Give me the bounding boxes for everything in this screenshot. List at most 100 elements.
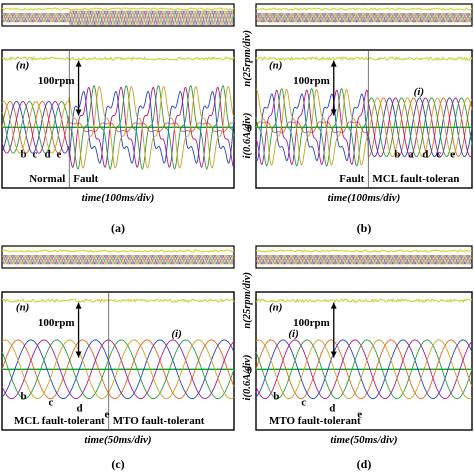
scale-arrow-head-top-a (75, 60, 82, 67)
overview-trace-e (255, 13, 472, 23)
overview-trace-c (1, 10, 235, 25)
phase-label-c-e: e (105, 408, 110, 420)
current-trace-c-d (1, 339, 235, 400)
phase-label-d-e: e (357, 408, 362, 420)
overview-trace-a (255, 255, 473, 265)
current-trace-d-e (255, 339, 473, 400)
panel-a: 100rpm (n) b c d e Normal Fault time(100ms/div) (… (1, 3, 235, 235)
region-label-a-0: Normal (29, 173, 65, 185)
speed-trace-d (255, 298, 473, 304)
current-trace-c-e (1, 339, 235, 400)
speed-trace-b (255, 55, 473, 62)
overview-speed-b (255, 7, 473, 11)
overview-trace-b (2, 10, 235, 25)
plot-frame-c (1, 291, 235, 431)
scale-arrow-head-top-b (330, 60, 337, 67)
phase-label-b-b: b (394, 148, 400, 160)
overview-trace-e (1, 255, 234, 265)
phase-label-c-b: b (21, 390, 27, 402)
overview-trace-e (255, 255, 472, 265)
phase-label-b-e: e (450, 148, 455, 160)
overview-trace-a (1, 255, 235, 265)
current-trace-c-b (1, 339, 235, 400)
xlabel-b: time(100ms/div) (328, 192, 401, 204)
overview-trace-c (255, 255, 473, 265)
current-label-b: (i) (414, 86, 424, 98)
speed-trace-a (1, 55, 235, 62)
overview-trace-d (255, 255, 473, 265)
current-trace-d-a (255, 339, 473, 400)
overview-speed-d (255, 249, 472, 253)
xlabel-a: time(100ms/div) (82, 192, 155, 204)
ylabel-left-b: i(0.6A/div) (242, 113, 253, 159)
phase-label-c-d: d (77, 402, 83, 414)
current-label-c: (i) (171, 328, 181, 340)
ylabel-left-d: i(0.6A/div) (242, 355, 253, 401)
scale-label-a: 100rpm (38, 75, 75, 87)
region-label-c-1: MTO fault-tolerant (113, 415, 205, 427)
overview-trace-d (255, 13, 473, 23)
speed-label-b: (n) (269, 60, 282, 72)
overview-speed-c (2, 249, 235, 253)
panel-b: 100rpm (n) (i) b a d c e Fault MCL fault-toleran i… (242, 3, 473, 235)
current-trace-d-c (255, 339, 473, 400)
plot-frame-b (255, 49, 473, 189)
zero-tick-d: 0 (247, 365, 252, 376)
phase-label-d-c: c (301, 396, 306, 408)
scale-arrow-head-top-d (330, 302, 337, 309)
plot-frame-a (1, 49, 235, 189)
zero-tick-b: 0 (247, 123, 252, 134)
region-label-a-1: Fault (73, 173, 98, 185)
current-trace-b-d (255, 87, 473, 167)
current-trace-a-c (1, 86, 235, 169)
overview-trace-b (256, 255, 473, 265)
overview-trace-e (1, 10, 234, 25)
overview-trace-b (2, 255, 235, 265)
scale-label-b: 100rpm (293, 75, 330, 87)
panel-label-a: (a) (111, 221, 125, 235)
xlabel-d: time(50ms/div) (330, 434, 397, 446)
plot-frame-d (255, 291, 473, 431)
current-trace-c-c (1, 339, 235, 400)
current-trace-d-b (255, 339, 473, 400)
speed-label-c: (n) (16, 302, 29, 314)
overview-trace-a (1, 9, 235, 25)
region-label-b-0: Fault (339, 173, 364, 185)
scale-arrow-head-bottom-b (330, 109, 337, 116)
region-label-b-1: MCL fault-toleran (372, 173, 459, 185)
scale-arrow-head-bottom-d (330, 351, 337, 358)
region-label-c-0: MCL fault-tolerant (14, 415, 105, 427)
scale-label-c: 100rpm (38, 317, 75, 329)
overview-trace-b (256, 13, 473, 23)
scale-arrow-head-bottom-c (75, 351, 82, 358)
current-trace-a-a (1, 100, 235, 154)
phase-label-b-c: c (436, 148, 441, 160)
phase-label-c-c: c (49, 396, 54, 408)
phase-label-d-d: d (329, 402, 335, 414)
phase-label-d-b: b (273, 390, 279, 402)
ylabel-right-d: n(25rpm/div) (242, 272, 253, 329)
current-trace-b-c (255, 89, 473, 166)
current-label-d: (i) (288, 328, 298, 340)
panel-label-c: (c) (111, 457, 124, 471)
ylabel-right-b: n(25rpm/div) (242, 30, 253, 87)
panel-label-d: (d) (357, 457, 372, 471)
scale-arrow-head-bottom-a (75, 109, 82, 116)
current-trace-c-a (1, 339, 235, 400)
current-trace-a-d (1, 85, 235, 170)
overview-speed-a (1, 7, 235, 11)
phase-label-b-a: a (408, 148, 414, 160)
phase-label-a-d: d (45, 148, 51, 160)
overview-trace-c (1, 255, 235, 265)
speed-label-d: (n) (269, 302, 282, 314)
current-trace-a-e (1, 85, 235, 169)
speed-label-a: (n) (16, 60, 29, 72)
xlabel-c: time(50ms/div) (84, 434, 151, 446)
overview-trace-d (1, 255, 235, 265)
overview-trace-c (255, 13, 473, 23)
current-trace-d-d (255, 339, 473, 400)
speed-trace-c (1, 297, 235, 304)
